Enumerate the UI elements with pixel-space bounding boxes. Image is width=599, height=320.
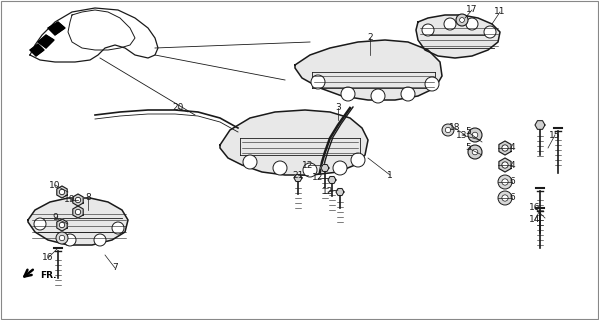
Circle shape [75, 209, 81, 215]
Text: 7: 7 [112, 263, 118, 273]
Text: 6: 6 [509, 194, 515, 203]
Text: 6: 6 [509, 178, 515, 187]
Circle shape [472, 132, 478, 138]
Polygon shape [220, 110, 368, 175]
Circle shape [59, 189, 65, 195]
Circle shape [371, 89, 385, 103]
Circle shape [425, 77, 439, 91]
Circle shape [59, 235, 65, 241]
Circle shape [333, 161, 347, 175]
Polygon shape [38, 35, 54, 48]
Text: 3: 3 [335, 103, 341, 113]
Circle shape [243, 155, 257, 169]
Circle shape [75, 197, 81, 203]
Polygon shape [535, 121, 545, 129]
Circle shape [64, 234, 76, 246]
Circle shape [444, 18, 456, 30]
Polygon shape [336, 188, 344, 196]
Text: 4: 4 [509, 161, 515, 170]
Circle shape [273, 161, 287, 175]
Text: 19: 19 [64, 196, 75, 204]
Polygon shape [416, 15, 500, 58]
Circle shape [459, 18, 464, 22]
Text: 18: 18 [449, 124, 461, 132]
Circle shape [422, 24, 434, 36]
Circle shape [303, 163, 317, 177]
Text: 16: 16 [530, 204, 541, 212]
Circle shape [502, 145, 508, 151]
Circle shape [498, 175, 512, 189]
Text: 14: 14 [530, 215, 541, 225]
Text: 1: 1 [387, 171, 393, 180]
Polygon shape [295, 40, 442, 100]
Text: 11: 11 [494, 7, 506, 17]
Circle shape [502, 179, 508, 185]
Text: 8: 8 [85, 194, 91, 203]
Text: 2: 2 [367, 34, 373, 43]
Circle shape [502, 195, 508, 201]
Polygon shape [328, 177, 336, 183]
Polygon shape [48, 22, 65, 35]
Polygon shape [499, 141, 511, 155]
Polygon shape [73, 194, 83, 206]
Polygon shape [28, 198, 128, 245]
Polygon shape [73, 206, 83, 218]
Circle shape [502, 162, 508, 168]
Text: 5: 5 [465, 127, 471, 137]
Polygon shape [57, 186, 67, 198]
Text: 12: 12 [312, 173, 323, 182]
Circle shape [311, 75, 325, 89]
Polygon shape [30, 44, 44, 56]
Polygon shape [30, 8, 158, 62]
Circle shape [56, 232, 68, 244]
Circle shape [468, 128, 482, 142]
Text: 20: 20 [173, 103, 184, 113]
Text: 17: 17 [466, 5, 478, 14]
Circle shape [351, 153, 365, 167]
Circle shape [445, 127, 450, 133]
Text: 5: 5 [465, 143, 471, 153]
Polygon shape [321, 164, 329, 172]
Polygon shape [499, 158, 511, 172]
Circle shape [466, 18, 478, 30]
Circle shape [498, 191, 512, 205]
Circle shape [401, 87, 415, 101]
Text: 9: 9 [52, 213, 58, 222]
Circle shape [59, 222, 65, 228]
Polygon shape [57, 219, 67, 231]
Circle shape [484, 26, 496, 38]
Circle shape [94, 234, 106, 246]
Text: 12: 12 [302, 161, 314, 170]
Text: 21: 21 [292, 171, 304, 180]
Text: 4: 4 [509, 143, 515, 153]
Text: 12: 12 [322, 188, 334, 196]
Text: FR.: FR. [40, 270, 56, 279]
Circle shape [456, 14, 468, 26]
Circle shape [34, 218, 46, 230]
Text: 13: 13 [456, 131, 468, 140]
Polygon shape [294, 174, 302, 181]
Circle shape [468, 145, 482, 159]
Text: 16: 16 [43, 253, 54, 262]
Text: 10: 10 [49, 180, 60, 189]
Circle shape [442, 124, 454, 136]
Circle shape [341, 87, 355, 101]
Circle shape [472, 149, 478, 155]
Text: 15: 15 [549, 131, 561, 140]
Circle shape [112, 222, 124, 234]
